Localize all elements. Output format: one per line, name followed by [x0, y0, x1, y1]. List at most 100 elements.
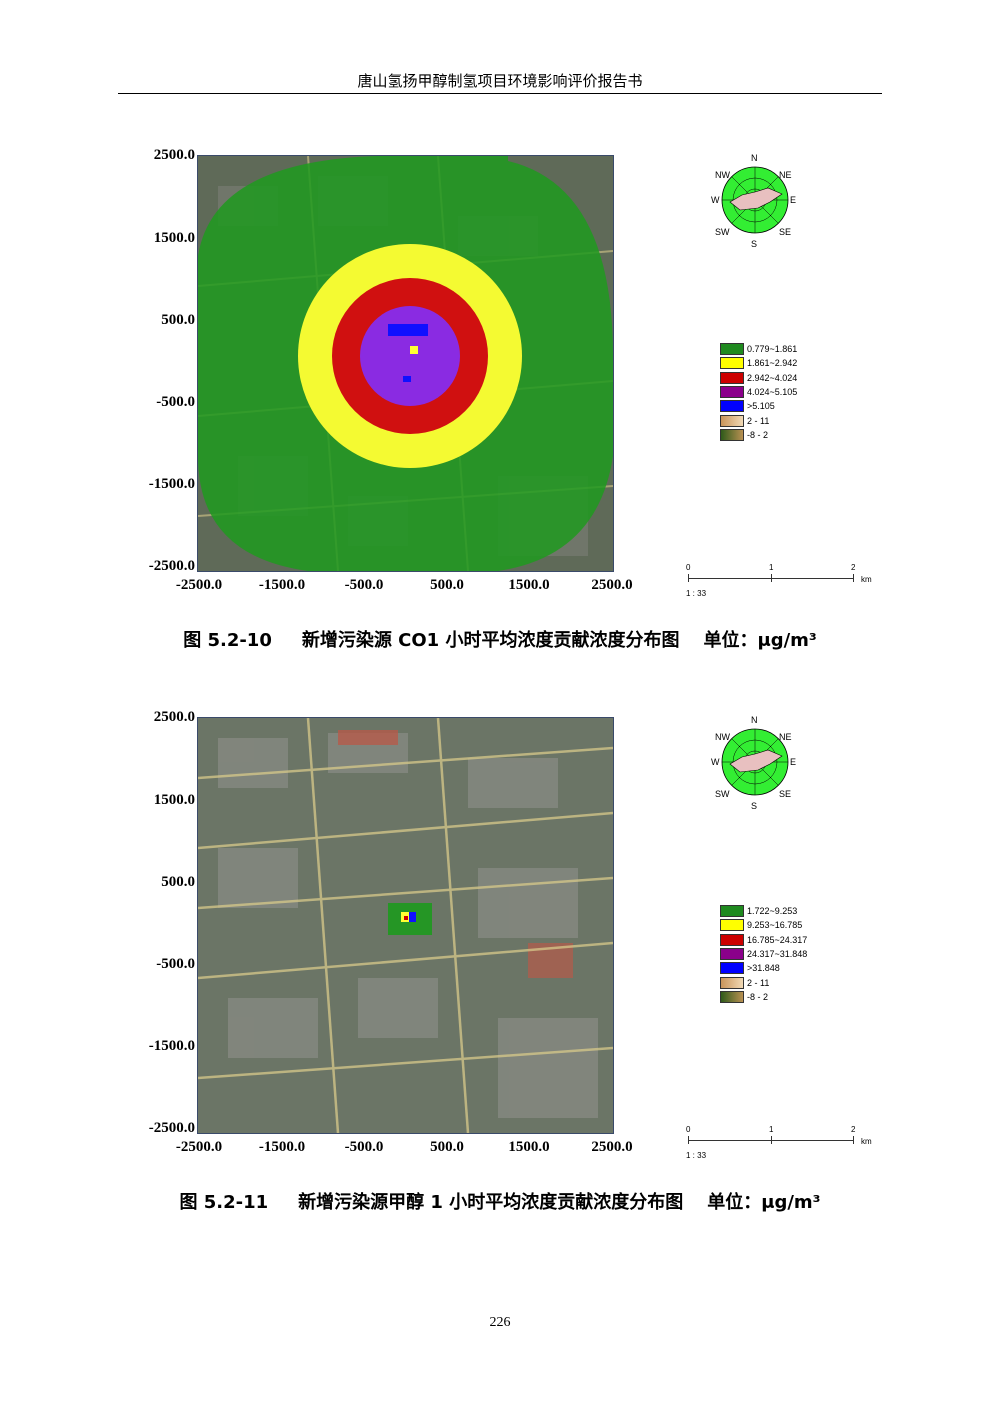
scale-unit: km	[861, 575, 872, 584]
y-tick: 500.0	[161, 874, 195, 890]
x-tick: -2500.0	[175, 1139, 223, 1155]
x-tick: 1500.0	[508, 1139, 550, 1155]
legend-swatch	[720, 400, 744, 413]
rose-label-e: E	[790, 757, 797, 767]
y-tick: -2500.0	[148, 1120, 195, 1136]
rose-label-sw: SW	[715, 789, 730, 799]
legend-label: 4.024~5.105	[747, 387, 798, 398]
y-tick: 1500.0	[153, 230, 195, 246]
legend-swatch	[720, 386, 744, 399]
y-tick: 2500.0	[153, 709, 195, 725]
legend-swatch	[720, 357, 744, 370]
legend-label: 2.942~4.024	[747, 372, 798, 383]
y-tick: -500.0	[156, 394, 195, 410]
scale-tick	[688, 1136, 689, 1144]
legend-label: 1.861~2.942	[747, 358, 798, 369]
legend-item: 16.785~24.317	[720, 933, 807, 947]
concentration-map	[197, 717, 614, 1134]
scale-tick	[771, 574, 772, 582]
rose-label-sw: SW	[715, 227, 730, 237]
scale-tick	[853, 1136, 854, 1144]
x-tick: -1500.0	[258, 577, 306, 593]
legend-item: 2.942~4.024	[720, 371, 797, 385]
figure-methanol: 2500.0 1500.0 500.0 -500.0 -1500.0 -2500…	[120, 707, 890, 1177]
legend-item: -8 - 2	[720, 428, 797, 442]
legend-label: 2 - 11	[747, 415, 770, 426]
figure-caption: 图 5.2-11 新增污染源甲醇 1 小时平均浓度贡献浓度分布图 单位：μg/m³	[0, 1188, 1000, 1214]
wind-rose-graphic	[721, 728, 789, 796]
concentration-map	[197, 155, 614, 572]
scale-label: 0	[686, 563, 691, 572]
wind-rose: N NE E SE S SW W NW	[710, 150, 800, 250]
scale-tick	[853, 574, 854, 582]
legend-label: 16.785~24.317	[747, 934, 808, 945]
caption-text: 新增污染源甲醇 1 小时平均浓度贡献浓度分布图	[298, 1192, 684, 1213]
wind-rose: N NE E SE S SW W NW	[710, 712, 800, 812]
rose-label-se: SE	[779, 227, 792, 237]
legend-label: >31.848	[747, 963, 780, 974]
caption-text: 新增污染源 CO1 小时平均浓度贡献浓度分布图	[301, 630, 680, 651]
legend-swatch	[720, 933, 744, 946]
scale-label: 2	[851, 563, 856, 572]
legend-item: -8 - 2	[720, 990, 807, 1004]
y-tick: -500.0	[156, 956, 195, 972]
x-tick: -2500.0	[175, 577, 223, 593]
caption-number: 图 5.2-10	[183, 630, 272, 651]
rose-label-nw: NW	[715, 170, 730, 180]
legend: 1.722~9.253 9.253~16.785 16.785~24.317 2…	[720, 904, 807, 1004]
rose-label-n: N	[751, 153, 758, 163]
legend-swatch	[720, 948, 744, 961]
x-tick: -1500.0	[258, 1139, 306, 1155]
satellite-basemap	[198, 718, 613, 1133]
legend-swatch	[720, 976, 744, 989]
caption-number: 图 5.2-11	[179, 1192, 269, 1213]
legend-item: 2 - 11	[720, 975, 807, 989]
legend-swatch	[720, 905, 744, 918]
scale-line	[688, 578, 853, 579]
x-tick: 500.0	[430, 577, 464, 593]
legend: 0.779~1.861 1.861~2.942 2.942~4.024 4.02…	[720, 342, 797, 442]
legend-swatch	[720, 962, 744, 975]
legend-item: 1.861~2.942	[720, 356, 797, 370]
y-tick: -1500.0	[148, 476, 195, 492]
rose-label-s: S	[751, 801, 758, 811]
caption-unit: 单位：μg/m³	[703, 630, 817, 651]
legend-label: >5.105	[747, 401, 775, 412]
rose-label-e: E	[790, 195, 797, 205]
caption-unit: 单位：μg/m³	[707, 1192, 821, 1213]
x-tick: -500.0	[344, 577, 384, 593]
y-tick: -2500.0	[148, 558, 195, 574]
x-tick: 2500.0	[591, 1139, 633, 1155]
legend-item: >5.105	[720, 399, 797, 413]
scale-ratio: 1 : 33	[686, 589, 707, 598]
legend-item: 9.253~16.785	[720, 918, 807, 932]
scale-bar: 0 1 2 km 1 : 33	[685, 555, 885, 600]
rose-label-s: S	[751, 239, 758, 249]
legend-item: 4.024~5.105	[720, 385, 797, 399]
x-tick: 1500.0	[508, 577, 550, 593]
rose-label-ne: NE	[779, 732, 792, 742]
scale-line	[688, 1140, 853, 1141]
legend-item: 0.779~1.861	[720, 342, 797, 356]
rose-label-nw: NW	[715, 732, 730, 742]
legend-label: 9.253~16.785	[747, 920, 803, 931]
scale-tick	[771, 1136, 772, 1144]
scale-tick	[688, 574, 689, 582]
legend-label: -8 - 2	[747, 991, 769, 1002]
x-tick: 2500.0	[591, 577, 633, 593]
legend-swatch	[720, 428, 744, 441]
legend-label: 2 - 11	[747, 977, 770, 988]
y-tick: 500.0	[161, 312, 195, 328]
legend-swatch	[720, 919, 744, 932]
scale-unit: km	[861, 1137, 872, 1146]
legend-swatch	[720, 990, 744, 1003]
legend-item: 2 - 11	[720, 413, 797, 427]
legend-item: 1.722~9.253	[720, 904, 807, 918]
figure-caption: 图 5.2-10 新增污染源 CO1 小时平均浓度贡献浓度分布图 单位：μg/m³	[0, 626, 1000, 652]
scale-label: 0	[686, 1125, 691, 1134]
header-title: 唐山氢扬甲醇制氢项目环境影响评价报告书	[357, 72, 643, 90]
scale-label: 1	[769, 563, 774, 572]
y-tick: 2500.0	[153, 147, 195, 163]
legend-label: 1.722~9.253	[747, 906, 798, 917]
scale-label: 1	[769, 1125, 774, 1134]
